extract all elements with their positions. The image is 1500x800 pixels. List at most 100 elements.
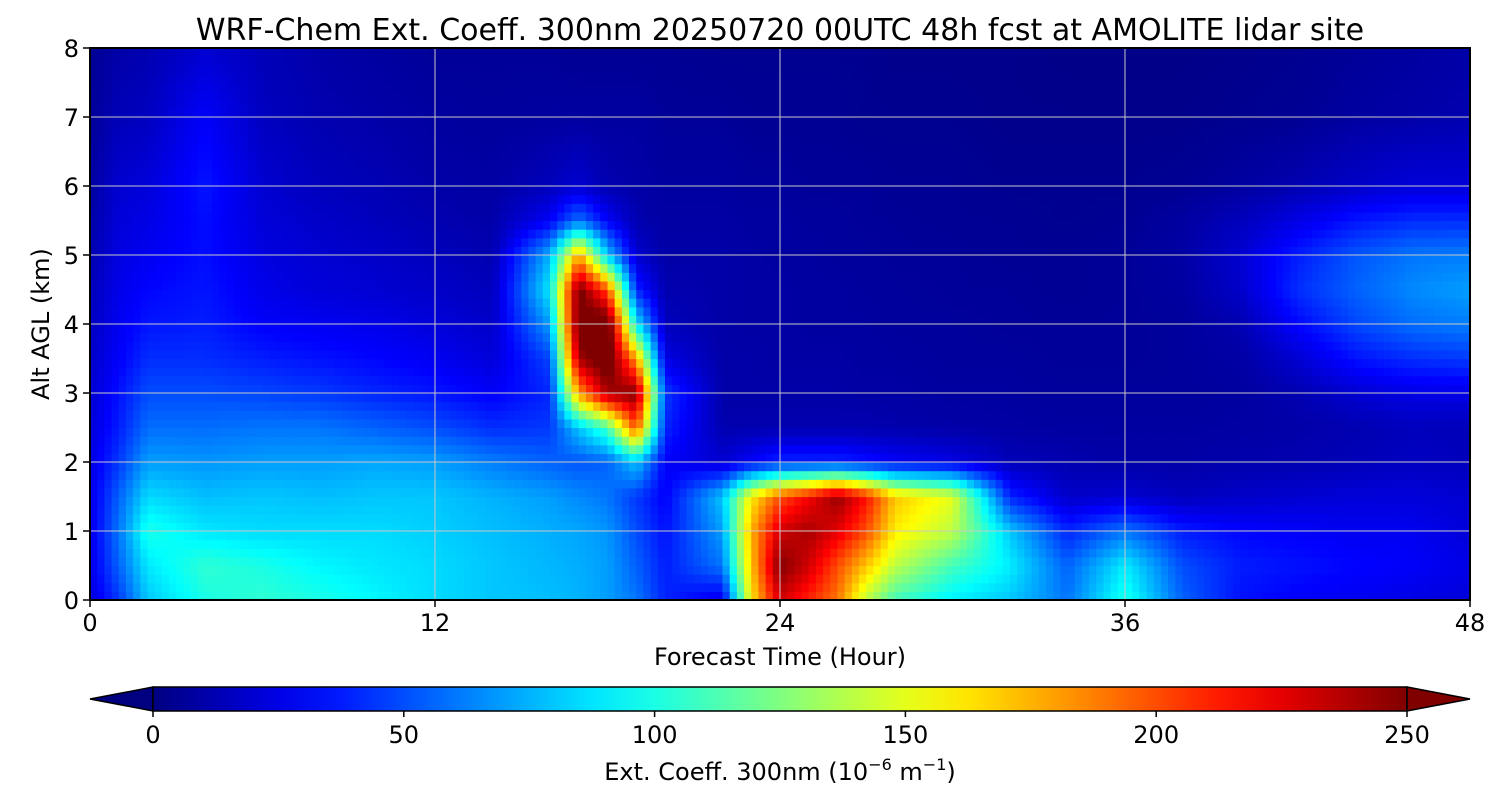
heatmap-cell bbox=[435, 556, 443, 567]
heatmap-cell bbox=[111, 462, 120, 472]
heatmap-cell bbox=[197, 367, 206, 377]
heatmap-cell bbox=[506, 48, 515, 58]
heatmap-cell bbox=[413, 453, 422, 463]
heatmap-cell bbox=[269, 418, 278, 429]
heatmap-cell bbox=[521, 203, 530, 213]
heatmap-cell bbox=[269, 349, 278, 360]
heatmap-cell bbox=[327, 56, 335, 66]
heatmap-cell bbox=[521, 436, 530, 446]
heatmap-cell bbox=[456, 444, 465, 454]
heatmap-cell bbox=[470, 280, 479, 291]
heatmap-cell bbox=[125, 134, 134, 144]
heatmap-cell bbox=[514, 582, 522, 592]
heatmap-cell bbox=[205, 48, 213, 58]
heatmap-cell bbox=[140, 229, 149, 239]
heatmap-cell bbox=[413, 349, 422, 360]
heatmap-cell bbox=[190, 229, 199, 239]
heatmap-cell bbox=[550, 99, 558, 109]
heatmap-cell bbox=[492, 73, 501, 84]
heatmap-cell bbox=[262, 229, 271, 239]
heatmap-cell bbox=[312, 505, 321, 515]
heatmap-cell bbox=[600, 367, 609, 377]
heatmap-cell bbox=[240, 142, 249, 153]
heatmap-cell bbox=[276, 574, 285, 584]
heatmap-cell bbox=[470, 298, 479, 308]
heatmap-cell bbox=[384, 298, 393, 308]
heatmap-cell bbox=[377, 125, 386, 135]
heatmap-cell bbox=[370, 367, 379, 377]
heatmap-cell bbox=[284, 479, 292, 489]
heatmap-cell bbox=[355, 220, 364, 230]
heatmap-cell bbox=[514, 73, 522, 84]
heatmap-cell bbox=[140, 427, 149, 437]
heatmap-cell bbox=[463, 229, 472, 239]
heatmap-cell bbox=[614, 280, 623, 291]
heatmap-cell bbox=[578, 211, 587, 222]
heatmap-cell bbox=[334, 220, 343, 230]
heatmap-cell bbox=[355, 134, 364, 144]
heatmap-cell bbox=[600, 211, 609, 222]
heatmap-cell bbox=[327, 539, 335, 549]
heatmap-cell bbox=[197, 315, 206, 325]
heatmap-cell bbox=[97, 418, 105, 429]
heatmap-cell bbox=[183, 246, 192, 256]
heatmap-cell bbox=[226, 470, 235, 480]
heatmap-cell bbox=[262, 117, 271, 127]
heatmap-cell bbox=[305, 462, 314, 472]
heatmap-cell bbox=[629, 211, 637, 222]
heatmap-cell bbox=[291, 349, 300, 360]
heatmap-cell bbox=[370, 298, 379, 308]
heatmap-cell bbox=[435, 211, 443, 222]
heatmap-cell bbox=[154, 229, 163, 239]
heatmap-cell bbox=[391, 462, 400, 472]
heatmap-cell bbox=[305, 91, 314, 101]
heatmap-cell bbox=[621, 479, 630, 489]
heatmap-cell bbox=[312, 427, 321, 437]
heatmap-cell bbox=[104, 151, 113, 161]
heatmap-cell bbox=[607, 453, 616, 463]
heatmap-cell bbox=[406, 341, 415, 351]
heatmap-cell bbox=[355, 462, 364, 472]
heatmap-cell bbox=[212, 531, 220, 541]
heatmap-cell bbox=[485, 453, 494, 463]
heatmap-cell bbox=[305, 582, 314, 592]
heatmap-cell bbox=[90, 91, 98, 101]
heatmap-cell bbox=[614, 539, 623, 549]
heatmap-cell bbox=[557, 272, 565, 282]
heatmap-cell bbox=[370, 306, 379, 316]
heatmap-cell bbox=[262, 341, 271, 351]
heatmap-cell bbox=[442, 237, 450, 247]
heatmap-cell bbox=[391, 48, 400, 58]
heatmap-cell bbox=[298, 367, 307, 377]
heatmap-cell bbox=[521, 565, 530, 575]
heatmap-cell bbox=[97, 263, 105, 273]
heatmap-cell bbox=[248, 160, 256, 170]
heatmap-cell bbox=[154, 298, 163, 308]
heatmap-cell bbox=[183, 418, 192, 429]
heatmap-cell bbox=[391, 91, 400, 101]
heatmap-cell bbox=[420, 513, 429, 523]
heatmap-cell bbox=[284, 574, 292, 584]
heatmap-cell bbox=[90, 479, 98, 489]
heatmap-cell bbox=[226, 539, 235, 549]
heatmap-cell bbox=[399, 332, 407, 342]
heatmap-cell bbox=[506, 574, 515, 584]
heatmap-cell bbox=[212, 246, 220, 256]
heatmap-cell bbox=[449, 556, 458, 567]
heatmap-cell bbox=[320, 531, 328, 541]
heatmap-cell bbox=[643, 263, 652, 273]
heatmap-cell bbox=[406, 418, 415, 429]
heatmap-cell bbox=[298, 108, 307, 118]
heatmap-cell bbox=[312, 487, 321, 498]
heatmap-cell bbox=[233, 401, 242, 411]
heatmap-cell bbox=[578, 384, 587, 394]
heatmap-cell bbox=[614, 298, 623, 308]
heatmap-cell bbox=[578, 548, 587, 558]
heatmap-cell bbox=[456, 73, 465, 84]
heatmap-cell bbox=[291, 332, 300, 342]
heatmap-cell bbox=[550, 255, 558, 265]
heatmap-cell bbox=[298, 574, 307, 584]
heatmap-cell bbox=[219, 324, 228, 334]
heatmap-cell bbox=[593, 306, 601, 316]
heatmap-cell bbox=[183, 56, 192, 66]
